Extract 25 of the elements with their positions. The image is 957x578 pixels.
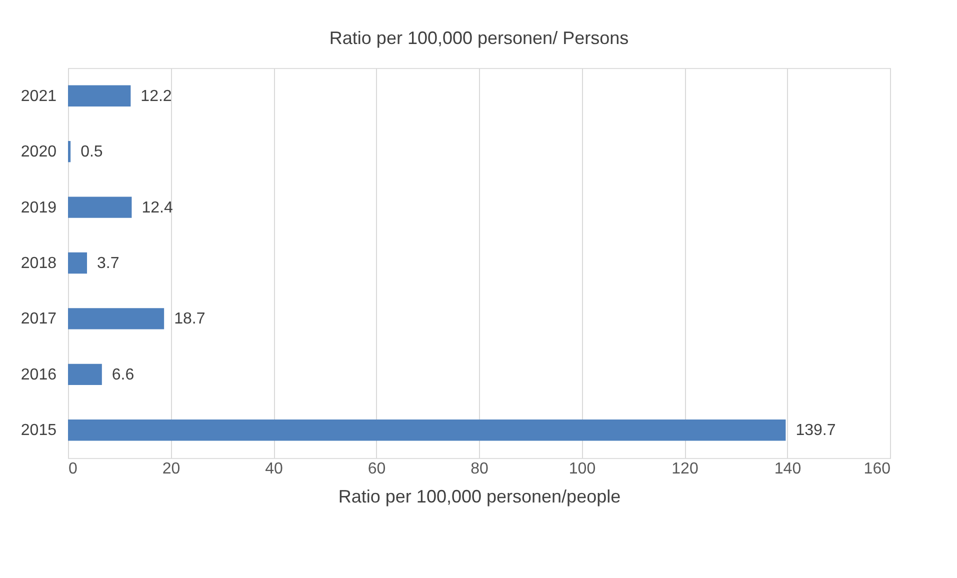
y-tick-label: 2015 [20,422,57,440]
x-tick-label: 40 [265,460,283,478]
data-label: 18.7 [174,310,206,328]
x-axis-title: Ratio per 100,000 personen/people [338,486,621,506]
y-tick-label: 2017 [20,310,57,328]
x-tick-label: 60 [368,460,386,478]
data-label: 12.4 [142,199,173,216]
data-label: 6.6 [112,366,134,384]
x-tick-label: 160 [864,460,891,478]
y-tick-label: 2018 [20,255,57,272]
y-tick-label: 2021 [20,88,57,105]
data-label: 139.7 [796,422,836,440]
data-label: 3.7 [97,255,120,272]
y-tick-label: 2020 [20,144,57,161]
data-label: 12.2 [140,88,172,105]
x-tick-label: 80 [470,460,488,478]
x-tick-label: 20 [162,460,180,478]
data-label: 0.5 [80,144,103,161]
x-tick-label: 0 [68,460,78,478]
chart-title: Ratio per 100,000 personen/ Persons [329,28,629,48]
x-tick-label: 120 [672,460,698,478]
x-tick-label: 100 [568,460,596,478]
y-tick-label: 2016 [20,366,57,384]
x-tick-label: 140 [774,460,802,478]
y-tick-label: 2019 [20,199,57,216]
